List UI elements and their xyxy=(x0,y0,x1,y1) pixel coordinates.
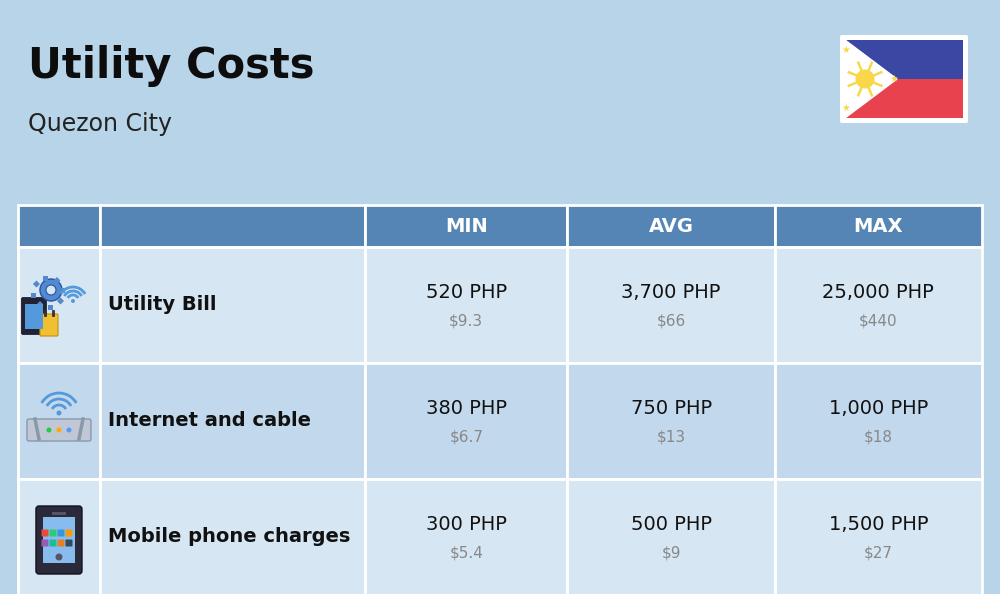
Bar xyxy=(365,205,567,247)
Text: $6.7: $6.7 xyxy=(449,429,483,444)
Bar xyxy=(100,479,365,594)
Bar xyxy=(31,292,36,298)
Circle shape xyxy=(71,299,75,303)
Bar xyxy=(100,247,365,363)
Text: $27: $27 xyxy=(864,545,893,561)
Text: Utility Costs: Utility Costs xyxy=(28,45,314,87)
Circle shape xyxy=(55,554,62,561)
Bar xyxy=(567,363,775,479)
Text: 520 PHP: 520 PHP xyxy=(426,283,507,302)
Bar xyxy=(33,280,40,287)
Circle shape xyxy=(46,285,56,295)
Bar xyxy=(845,79,963,118)
Text: 380 PHP: 380 PHP xyxy=(426,399,507,418)
Bar xyxy=(100,363,365,479)
Bar xyxy=(567,205,775,247)
FancyBboxPatch shape xyxy=(21,298,46,334)
Bar xyxy=(43,276,48,280)
Text: $9: $9 xyxy=(661,545,681,561)
Bar xyxy=(365,363,567,479)
FancyBboxPatch shape xyxy=(40,314,58,336)
Text: 1,000 PHP: 1,000 PHP xyxy=(829,399,928,418)
FancyBboxPatch shape xyxy=(840,35,968,123)
Text: ★: ★ xyxy=(842,103,851,113)
Bar xyxy=(18,363,100,479)
Bar xyxy=(36,301,44,308)
Circle shape xyxy=(856,69,875,89)
Bar xyxy=(775,479,982,594)
Text: ★: ★ xyxy=(889,74,898,84)
Bar xyxy=(57,298,64,305)
Bar xyxy=(365,247,567,363)
Text: AVG: AVG xyxy=(649,216,694,235)
Bar xyxy=(775,363,982,479)
Bar xyxy=(18,247,100,363)
Bar xyxy=(775,247,982,363)
Circle shape xyxy=(46,428,51,432)
Circle shape xyxy=(66,428,71,432)
Bar xyxy=(845,40,963,79)
Text: 750 PHP: 750 PHP xyxy=(631,399,712,418)
Text: 3,700 PHP: 3,700 PHP xyxy=(621,283,721,302)
Text: $66: $66 xyxy=(656,314,686,328)
Text: $18: $18 xyxy=(864,429,893,444)
FancyBboxPatch shape xyxy=(57,529,64,536)
Text: $440: $440 xyxy=(859,314,898,328)
Text: Utility Bill: Utility Bill xyxy=(108,295,216,314)
FancyBboxPatch shape xyxy=(41,529,48,536)
Text: 1,500 PHP: 1,500 PHP xyxy=(829,514,928,533)
Text: 300 PHP: 300 PHP xyxy=(426,514,507,533)
Text: $5.4: $5.4 xyxy=(449,545,483,561)
FancyBboxPatch shape xyxy=(41,539,48,546)
Bar xyxy=(60,287,65,292)
Bar xyxy=(18,479,100,594)
Bar xyxy=(53,277,60,284)
Text: $13: $13 xyxy=(657,429,686,444)
Bar xyxy=(775,205,982,247)
FancyBboxPatch shape xyxy=(49,539,56,546)
Text: Mobile phone charges: Mobile phone charges xyxy=(108,527,350,546)
Bar xyxy=(567,479,775,594)
Text: 500 PHP: 500 PHP xyxy=(631,514,712,533)
Bar xyxy=(567,247,775,363)
Bar xyxy=(52,512,66,515)
FancyBboxPatch shape xyxy=(65,539,72,546)
Polygon shape xyxy=(845,40,897,118)
FancyBboxPatch shape xyxy=(65,529,72,536)
Bar xyxy=(18,205,100,247)
Bar xyxy=(43,517,75,563)
FancyBboxPatch shape xyxy=(49,529,56,536)
Text: 25,000 PHP: 25,000 PHP xyxy=(822,283,934,302)
FancyBboxPatch shape xyxy=(36,506,82,574)
Text: Internet and cable: Internet and cable xyxy=(108,412,311,431)
Text: ★: ★ xyxy=(842,45,851,55)
Circle shape xyxy=(56,410,61,415)
Text: $9.3: $9.3 xyxy=(449,314,483,328)
Text: Quezon City: Quezon City xyxy=(28,112,172,136)
Bar xyxy=(48,305,53,309)
FancyBboxPatch shape xyxy=(57,539,64,546)
Text: MIN: MIN xyxy=(445,216,488,235)
Bar xyxy=(25,304,43,329)
FancyBboxPatch shape xyxy=(27,419,91,441)
Circle shape xyxy=(40,279,62,301)
Text: MAX: MAX xyxy=(854,216,903,235)
Bar xyxy=(365,479,567,594)
Circle shape xyxy=(56,428,61,432)
Bar xyxy=(100,205,365,247)
